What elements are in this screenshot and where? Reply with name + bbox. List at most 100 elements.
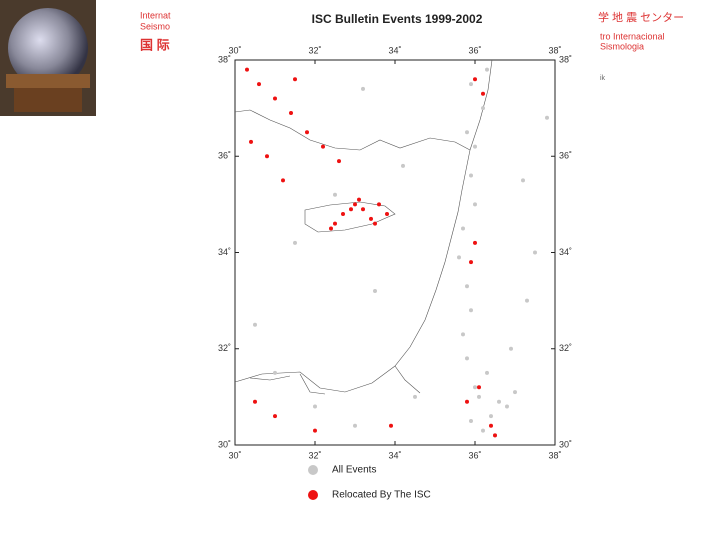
event-point [353,202,357,207]
event-point [545,115,549,120]
event-point [477,394,481,399]
event-point [377,202,381,207]
event-point [289,110,293,115]
event-point [533,250,537,255]
event-point [473,202,477,207]
event-point [253,322,257,327]
header-text: Sismologia [600,41,644,51]
event-point [489,414,493,419]
y-tick-label: 36˚ [218,151,231,161]
event-point [257,82,261,87]
event-point [457,255,461,260]
header-text: 国 际 [140,37,170,52]
event-point [469,260,473,265]
header-text: 学 地 震 センター [598,10,684,24]
event-point [313,404,317,409]
legend-marker [308,465,318,475]
x-tick-label: 36˚ [468,450,481,460]
event-point [245,67,249,72]
event-point [473,144,477,149]
x-tick-label: 30˚ [228,45,241,55]
map-frame [234,59,556,446]
event-point [413,394,417,399]
header-text: Seismo [140,21,170,31]
event-point [465,130,469,135]
event-point [521,178,525,183]
event-point [341,212,345,216]
event-point [461,226,465,231]
event-point [497,399,501,404]
event-point [513,390,517,395]
x-tick-label: 38˚ [548,45,561,55]
event-point [273,370,277,375]
event-point [469,82,473,87]
y-tick-label: 38˚ [559,54,572,64]
event-point [493,433,497,438]
event-point [401,163,405,168]
header-text: Internat [140,10,171,20]
event-point [465,356,469,361]
legend-label: Relocated By The ISC [332,490,431,501]
event-point [509,346,513,351]
legend-label: All Events [332,465,376,476]
event-point [321,144,325,149]
event-point [281,178,285,183]
x-tick-label: 32˚ [308,450,321,460]
x-tick-label: 34˚ [388,450,401,460]
event-point [469,308,473,313]
event-point [465,284,469,289]
event-point [481,428,485,433]
event-point [473,385,477,390]
y-tick-label: 32˚ [559,343,572,353]
event-point [389,423,393,428]
event-point [473,77,477,82]
event-point [369,216,373,221]
event-point [525,298,529,303]
event-point [293,240,297,245]
event-point [273,414,277,419]
event-point [305,130,309,135]
event-point [293,77,297,82]
event-point [469,173,473,178]
event-point [465,399,469,404]
y-tick-label: 30˚ [218,439,231,449]
x-tick-label: 30˚ [228,450,241,460]
event-point [357,197,361,202]
event-point [473,240,477,245]
legend-marker [308,490,318,500]
event-point [361,86,365,91]
x-tick-label: 34˚ [388,45,401,55]
logo-photo [0,0,96,116]
header-text: ik [600,75,606,82]
event-point [361,207,365,212]
event-point [461,332,465,337]
event-point [485,370,489,375]
event-point [469,418,473,423]
event-point [373,289,377,293]
event-point [349,207,353,212]
event-point [489,423,493,428]
x-tick-label: 36˚ [468,45,481,55]
event-point [249,139,253,144]
coastline [234,59,493,395]
x-tick-label: 38˚ [548,450,561,460]
event-point [481,91,485,96]
event-point [273,96,277,101]
y-tick-label: 36˚ [559,151,572,161]
event-point [485,67,489,72]
chart-title: ISC Bulletin Events 1999-2002 [312,12,483,26]
event-point [477,385,481,390]
y-tick-label: 30˚ [559,439,572,449]
y-tick-label: 38˚ [218,54,231,64]
y-tick-label: 32˚ [218,343,231,353]
event-point [265,154,269,159]
event-point [333,221,337,226]
event-point [481,106,485,111]
event-point [353,423,357,428]
x-tick-label: 32˚ [308,45,321,55]
y-tick-label: 34˚ [218,247,231,257]
event-point [253,399,257,404]
event-point [505,404,509,409]
event-point [329,226,333,231]
